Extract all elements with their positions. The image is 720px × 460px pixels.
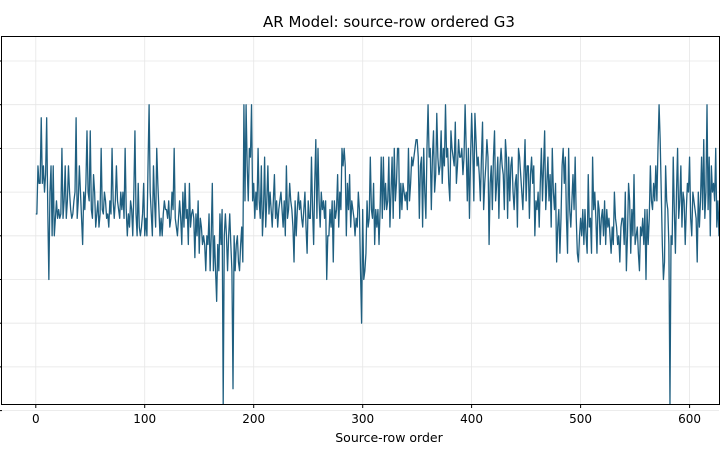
x-axis-ticks: 0 100 200 300 400 500 600 [32, 404, 701, 426]
x-tick-label: 600 [678, 412, 701, 426]
x-tick-label: 200 [242, 412, 265, 426]
series-layer [35, 104, 720, 405]
x-tick-label: 300 [351, 412, 374, 426]
x-tick-label: 100 [133, 412, 156, 426]
x-tick-label: 500 [569, 412, 592, 426]
chart-title: AR Model: source-row ordered G3 [263, 13, 515, 31]
x-axis-label: Source-row order [335, 430, 443, 445]
x-tick-label: 400 [460, 412, 483, 426]
x-tick-label: 0 [32, 412, 40, 426]
series-line-0 [35, 104, 720, 405]
